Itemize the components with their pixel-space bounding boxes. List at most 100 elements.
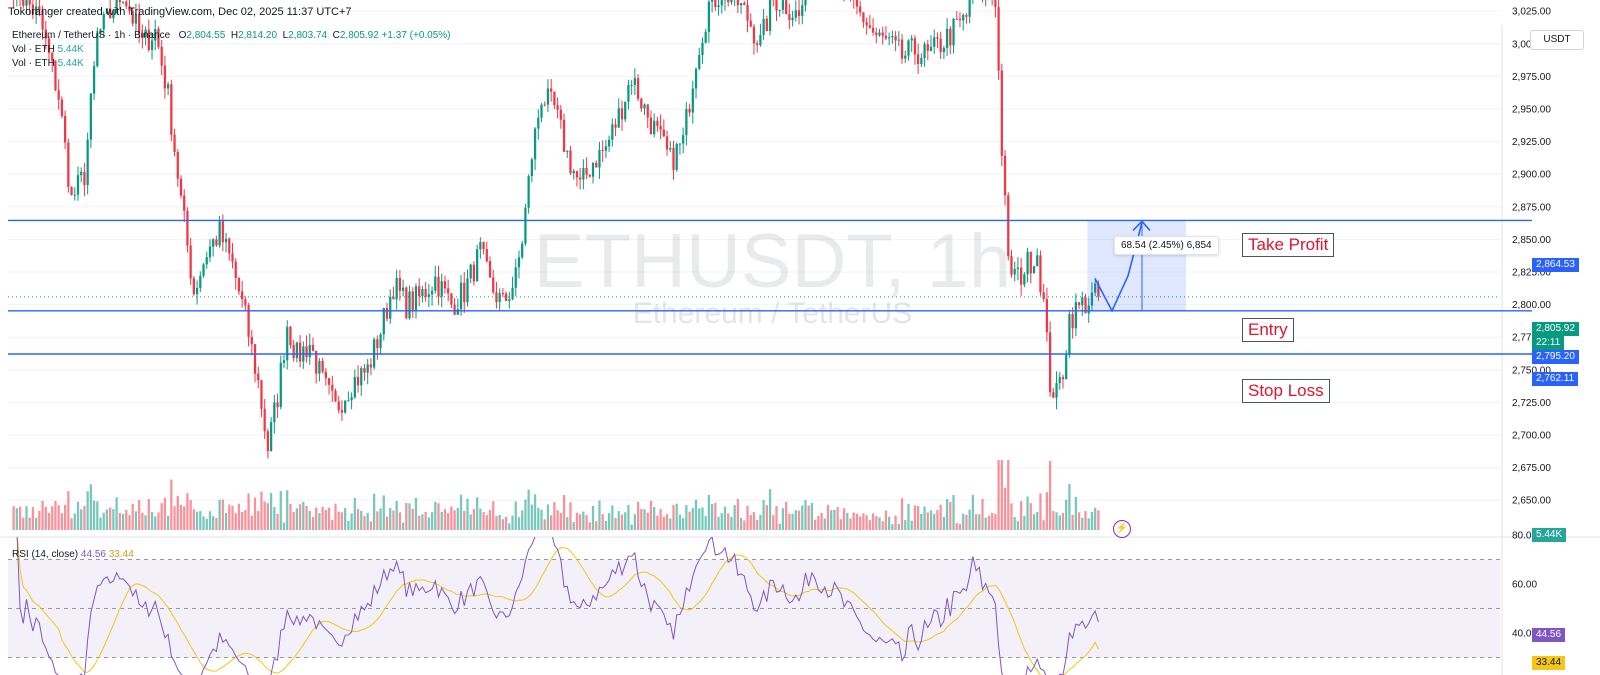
candle-body	[875, 32, 878, 36]
volume-bar	[405, 502, 408, 530]
candle-body	[675, 143, 678, 170]
volume-legend-1[interactable]: Vol · ETH 5.44K	[12, 44, 84, 55]
volume-bar	[1036, 511, 1039, 530]
volume-bar	[463, 510, 466, 530]
candle-body	[382, 307, 385, 335]
volume-bar	[269, 492, 273, 530]
candle-body	[524, 207, 527, 244]
candle-body	[376, 339, 379, 349]
candle-body	[1055, 383, 1058, 398]
volume-bar	[199, 511, 202, 530]
volume-bar	[527, 489, 530, 530]
price-tick-label: 2,875.00	[1512, 202, 1551, 213]
candle-body	[897, 39, 900, 41]
volume-bar	[508, 523, 511, 530]
volume-bar	[138, 500, 141, 530]
candle-body	[533, 128, 537, 160]
candle-body	[360, 368, 363, 386]
volume-bar	[15, 508, 18, 530]
volume-bar	[257, 510, 260, 530]
candle-body	[424, 289, 427, 297]
volume-bar	[228, 504, 231, 530]
volume-bar	[160, 503, 163, 530]
candle-body	[450, 293, 453, 305]
candle-body	[260, 380, 263, 409]
candle-body	[527, 176, 530, 208]
candle-body	[653, 120, 656, 135]
candle-body	[794, 10, 797, 18]
volume-bar	[540, 509, 543, 530]
volume-bar	[344, 508, 347, 530]
volume-bar	[836, 507, 839, 530]
candle-body	[569, 150, 572, 174]
volume-bar	[401, 522, 405, 530]
candle-body	[25, 0, 28, 6]
candle-body	[1023, 274, 1026, 285]
candle-body	[1077, 302, 1081, 306]
candle-body	[659, 125, 662, 130]
candle-body	[1000, 70, 1003, 156]
volume-bar	[305, 505, 308, 530]
volume-legend-2[interactable]: Vol · ETH 5.44K	[12, 58, 84, 69]
candle-body	[501, 293, 505, 295]
volume-bar	[218, 499, 221, 530]
candle-body	[22, 0, 25, 6]
volume-bar	[340, 512, 344, 530]
candle-body	[698, 55, 701, 69]
candle-body	[89, 93, 92, 140]
volume-bar	[723, 506, 727, 530]
candle-body	[765, 18, 768, 31]
volume-bar	[504, 516, 508, 530]
candle-body	[778, 9, 781, 11]
volume-bar	[247, 493, 250, 530]
candle-body	[282, 360, 286, 363]
symbol-legend[interactable]: Ethereum / TetherUS · 1h · Binance O2,80…	[12, 30, 451, 41]
candle-body	[395, 278, 398, 300]
candle-body	[109, 8, 112, 19]
candle-body	[308, 344, 311, 358]
volume-bar	[501, 519, 505, 530]
candle-body	[739, 2, 743, 6]
candle-body	[421, 289, 424, 297]
price-tick-label: 2,925.00	[1512, 137, 1551, 148]
volume-bar	[826, 504, 830, 530]
candle-body	[955, 18, 958, 20]
volume-bar	[295, 508, 299, 530]
candle-body	[913, 38, 917, 55]
volume-bar	[913, 505, 917, 530]
candle-body	[350, 397, 353, 401]
candle-body	[762, 18, 765, 35]
rsi-tick-label: 60.00	[1512, 580, 1537, 591]
volume-bar	[855, 513, 859, 530]
volume-bar	[1032, 514, 1036, 530]
candle-body	[1003, 155, 1007, 196]
candle-body	[334, 390, 337, 402]
rsi-legend[interactable]: RSI (14, close) 44.56 33.44	[12, 549, 134, 560]
candle-body	[392, 296, 395, 300]
volume-bar	[653, 507, 656, 530]
currency-unit-button[interactable]: USDT	[1530, 30, 1584, 50]
candle-body	[604, 146, 608, 151]
volume-bar	[933, 513, 936, 530]
volume-bar	[624, 512, 627, 530]
volume-bar	[118, 512, 121, 530]
candle-body	[279, 362, 282, 408]
lightning-icon[interactable]: ⚡	[1113, 520, 1131, 538]
candle-body	[437, 276, 440, 297]
candle-body	[31, 4, 35, 15]
price-tick-label: 2,775.00	[1512, 333, 1551, 344]
volume-bar	[389, 507, 392, 530]
volume-bar	[321, 506, 324, 530]
price-tick-label: 2,650.00	[1512, 496, 1551, 507]
volume-bar	[736, 498, 739, 530]
volume-bar	[276, 513, 279, 530]
volume-bar	[833, 509, 836, 530]
candle-body	[962, 14, 965, 21]
candle-body	[1081, 297, 1084, 306]
candle-body	[186, 210, 189, 246]
volume-bar	[31, 507, 35, 530]
volume-bar	[424, 511, 427, 530]
ohlc-close: C2,805.92	[329, 30, 379, 41]
volume-bar	[179, 504, 183, 530]
